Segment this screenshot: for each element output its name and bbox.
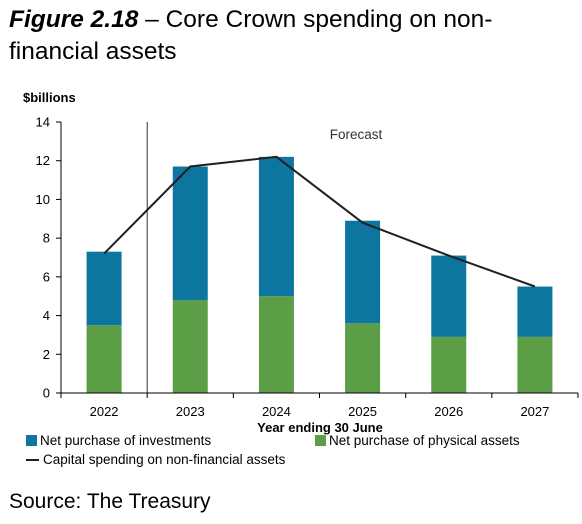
bar-physical-2023 <box>172 300 208 393</box>
chart: 0 2 4 6 8 10 12 14 Forecast 2022 2023 2024 2025 2026 2… <box>36 115 579 435</box>
x-tick-label: 2023 <box>176 404 205 419</box>
bar-investments-2025 <box>345 220 381 324</box>
legend-item-capital: Capital spending on non-financial assets <box>26 452 285 467</box>
y-tick-label: 8 <box>43 231 50 246</box>
bar-physical-2022 <box>86 325 122 393</box>
y-tick-label: 0 <box>43 386 50 401</box>
y-tick-label: 4 <box>43 308 50 323</box>
y-tick-label: 6 <box>43 269 50 284</box>
legend-swatch-physical <box>315 435 326 446</box>
figure-title-text: – Core Crown spending on non-financial a… <box>9 6 493 65</box>
legend-swatch-investments <box>26 435 37 446</box>
legend-label-capital: Capital spending on non-financial assets <box>43 452 286 467</box>
bar-investments-2027 <box>517 286 553 337</box>
y-tick-label: 12 <box>36 153 50 168</box>
legend-item-investments: Net purchase of investments <box>26 433 211 448</box>
bar-investments-2022 <box>86 251 122 326</box>
line-capital-spending <box>103 155 536 288</box>
bar-physical-2027 <box>517 336 553 393</box>
y-tick-label: 10 <box>36 192 50 207</box>
legend-item-physical: Net purchase of physical assets <box>315 433 520 448</box>
bar-investments-2023 <box>172 166 208 301</box>
forecast-annotation: Forecast <box>330 127 383 142</box>
x-tick-label: 2022 <box>90 404 119 419</box>
source-note: Source: The Treasury <box>9 490 211 513</box>
x-tick-label: 2024 <box>262 404 291 419</box>
bar-investments-2024 <box>258 156 294 297</box>
figure-number: Figure 2.18 <box>9 6 139 33</box>
x-tick-label: 2027 <box>520 404 549 419</box>
x-tick-label: 2025 <box>348 404 377 419</box>
x-tick-label: 2026 <box>434 404 463 419</box>
legend-line-capital <box>26 458 39 461</box>
legend-label-investments: Net purchase of investments <box>40 433 212 448</box>
x-axis-title: Year ending 30 June <box>257 420 383 435</box>
legend-label-physical: Net purchase of physical assets <box>329 433 520 448</box>
y-tick-label: 2 <box>43 347 50 362</box>
bar-physical-2024 <box>258 296 294 393</box>
y-axis-unit-label: $billions <box>23 90 76 105</box>
figure-title: Figure 2.18 – Core Crown spending on non… <box>9 4 575 68</box>
bar-physical-2025 <box>345 323 381 393</box>
bar-investments-2026 <box>431 255 467 337</box>
y-tick-label: 14 <box>36 115 50 130</box>
bar-physical-2026 <box>431 336 467 393</box>
